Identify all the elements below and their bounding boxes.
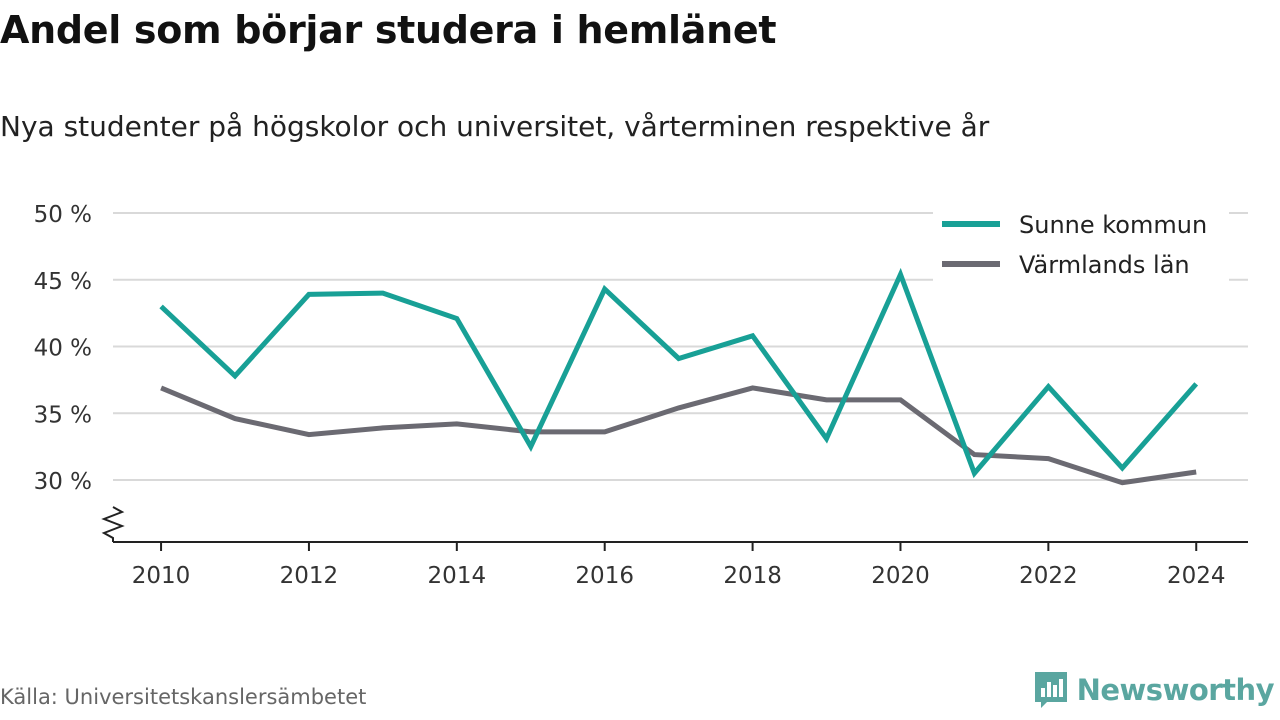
chart-subtitle: Nya studenter på högskolor och universit… bbox=[0, 110, 990, 143]
series-lines bbox=[159, 267, 1199, 486]
y-tick-label: 40 % bbox=[34, 336, 92, 362]
x-tick-label: 2020 bbox=[871, 563, 930, 589]
source-note: Källa: Universitetskanslersämbetet bbox=[0, 685, 367, 709]
brand-name: Newsworthy bbox=[1076, 673, 1275, 707]
legend-label: Sunne kommun bbox=[1019, 211, 1207, 239]
y-tick-label: 50 % bbox=[34, 202, 92, 228]
legend-background bbox=[933, 204, 1229, 282]
y-axis-tick-labels: 30 % 35 % 40 % 45 % 50 % bbox=[34, 202, 92, 495]
y-tick-label: 45 % bbox=[34, 269, 92, 295]
x-tick-label: 2018 bbox=[723, 563, 782, 589]
legend-label: Värmlands län bbox=[1019, 251, 1190, 279]
x-axis bbox=[101, 506, 1248, 551]
x-tick-label: 2010 bbox=[132, 563, 191, 589]
x-tick-label: 2012 bbox=[280, 563, 339, 589]
brand-logo: Newsworthy bbox=[1033, 670, 1275, 710]
x-tick-label: 2016 bbox=[575, 563, 634, 589]
series-line-sunne-kommun bbox=[159, 267, 1199, 479]
x-tick-label: 2024 bbox=[1167, 563, 1226, 589]
y-axis-break-marker bbox=[101, 506, 125, 542]
x-tick-label: 2022 bbox=[1019, 563, 1078, 589]
series-line-värmlands-län bbox=[160, 385, 1197, 486]
chart-title: Andel som börjar studera i hemlänet bbox=[0, 8, 777, 52]
newsworthy-logo-icon bbox=[1034, 672, 1067, 708]
x-tick-label: 2014 bbox=[428, 563, 487, 589]
y-tick-label: 30 % bbox=[34, 469, 92, 495]
y-tick-label: 35 % bbox=[34, 402, 92, 428]
x-axis-tick-labels: 2010 2012 2014 2016 2018 2020 2022 2024 bbox=[132, 563, 1226, 589]
line-chart: 30 %35 %40 %45 %50 % 2010 2012 2014 2016 201… bbox=[34, 202, 1248, 589]
legend: Sunne kommun Värmlands län bbox=[933, 204, 1229, 282]
